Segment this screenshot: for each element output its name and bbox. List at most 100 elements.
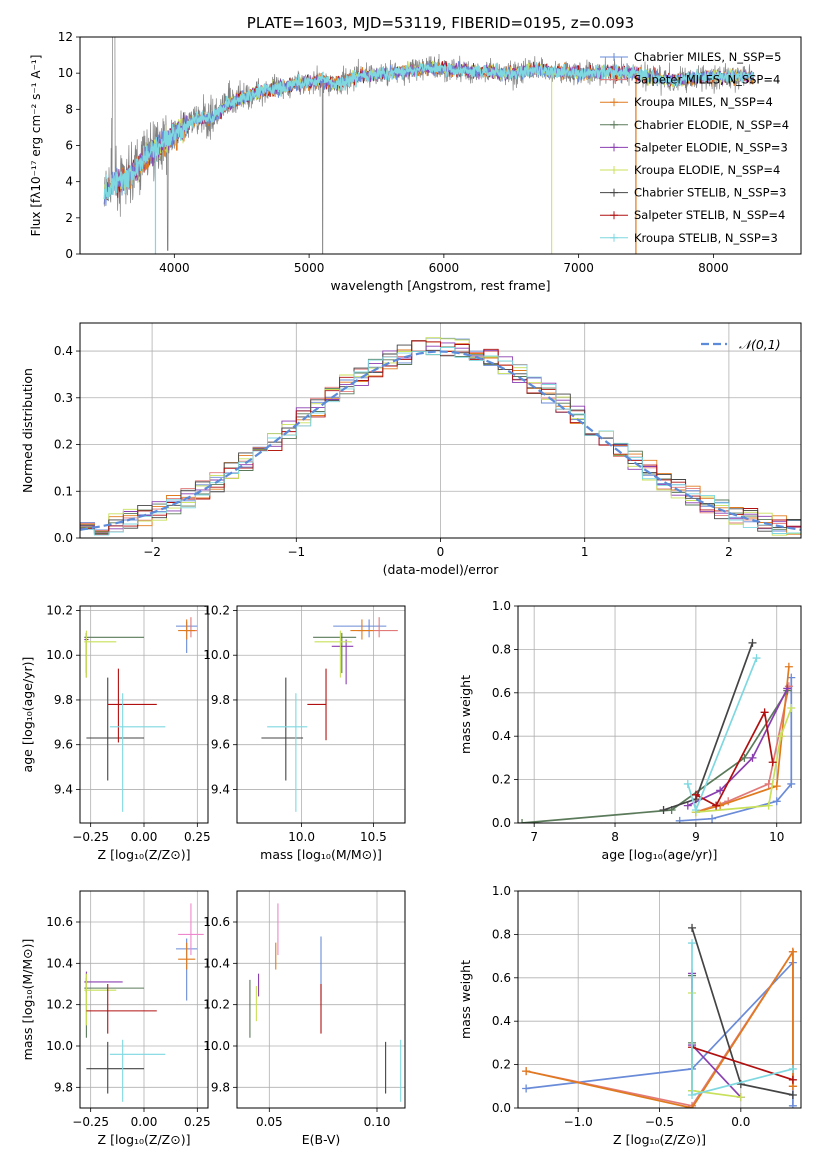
legend-swatch-marker [610,120,618,129]
mass-weight-marker [783,684,792,693]
x-axis-label: wavelength [Angstrom, rest frame] [330,278,550,293]
x-axis-label: E(B-V) [302,1132,341,1147]
y-tick-label: 1.0 [492,599,511,613]
x-tick-label: −1.0 [564,1115,593,1129]
spectrum-panel: 4000 5000 6000 7000 8000 0 2 4 6 8 10 12 wavelength … [29,14,802,293]
legend-entry-label: 𝒩(0,1) [739,337,781,352]
x-tick-label: 5000 [294,261,325,275]
mass-weight-marker [691,790,700,799]
mass-weight-line-salpeter_miles [695,686,790,813]
mass-weight-marker [788,1064,797,1073]
age-vs-mass-panel: 10.0 10.5 9.4 9.6 9.8 10.0 10.2 mass [log₁₀(M/M… [203,603,406,862]
y-tick-label: 10 [58,66,73,80]
mass-weight-marker [736,1093,745,1102]
y-tick-label: 1.0 [492,884,511,898]
y-tick-label: 6 [65,139,73,153]
y-axis-label: mass weight [458,675,473,754]
y-tick-label: 0.2 [492,773,511,787]
y-tick-label: 9.4 [54,782,73,796]
mass-weight-marker [784,662,793,671]
mass-weight-marker [772,797,781,806]
x-tick-label: 0.25 [184,1115,211,1129]
legend-swatch-marker [610,166,618,174]
x-tick-label: −1 [287,545,305,559]
y-tick-label: 10.4 [203,956,230,970]
y-tick-label: 0.2 [54,438,73,452]
x-tick-label: 7000 [563,261,594,275]
axes-frame [236,890,406,1109]
y-tick-label: 12 [58,30,73,44]
mass-vs-extinction-panel: 0.05 0.10 9.8 10.0 10.2 10.4 10.6 E(B-V) [203,890,406,1147]
axes-frame [517,890,802,1109]
x-tick-label: −0.25 [72,1115,109,1129]
y-tick-label: 0 [65,247,73,261]
x-tick-label: 10.0 [288,830,315,844]
y-tick-label: 10.2 [203,603,230,617]
x-tick-label: −0.25 [72,830,109,844]
mass-weight-marker [675,816,684,823]
mass-weight-marker [518,819,527,823]
x-axis-label: mass [log₁₀(M/M⊙)] [260,847,382,862]
x-tick-label: 2 [725,545,733,559]
mass-weight-marker [788,947,797,956]
plot-area [84,617,198,812]
x-tick-label: 0.10 [364,1115,391,1129]
y-axis-label: age [log₁₀(age/yr)] [20,657,35,773]
plot-area [249,903,402,1102]
mass-weight-marker [788,1101,797,1108]
legend-swatch-marker [610,211,618,220]
x-tick-label: 8000 [698,261,729,275]
x-tick-label: 0.0 [731,1115,750,1129]
legend-swatch-marker [610,233,618,242]
mass-weight-marker [708,814,717,823]
mass-weight-marker [688,923,697,932]
mass-weight-marker [683,801,692,810]
mass-weight-marker [748,638,757,647]
legend-entry-label: Kroupa ELODIE, N_SSP=4 [634,163,780,177]
legend-entry-label: Chabrier STELIB, N_SSP=3 [634,186,786,200]
y-tick-label: 10.0 [203,1039,230,1053]
mass-weight-marker [691,805,700,814]
x-tick-label: −2 [143,545,161,559]
legend-entry-label: Kroupa STELIB, N_SSP=3 [634,231,778,245]
mass-weight-marker [788,1075,797,1084]
x-tick-label: 8 [611,830,619,844]
y-tick-label: 0.4 [54,344,73,358]
legend-entry-label: Chabrier ELODIE, N_SSP=4 [634,118,789,132]
y-tick-label: 10.6 [46,915,73,929]
mass-weight-marker [712,801,721,810]
residuals-histogram-panel: −2 −1 0 1 2 0.0 0.1 0.2 0.3 0.4 (data-model)/error… [20,322,802,577]
y-tick-label: 0.8 [492,927,511,941]
mass-weight-vs-metallicity-panel: −1.0 −0.5 0.0 0.0 0.2 0.4 0.6 0.8 1.0 Z [log₁₀(Z/… [458,884,802,1147]
chart-title: PLATE=1603, MJD=53119, FIBERID=0195, z=0… [247,14,634,32]
y-axis-label: mass [log₁₀(M/M⊙)] [20,939,35,1061]
x-tick-label: 4000 [159,261,190,275]
y-tick-label: 9.6 [54,738,73,752]
x-tick-label: 6000 [429,261,460,275]
mass-weight-marker [683,779,692,788]
legend-entry-label: Chabrier MILES, N_SSP=5 [634,50,781,64]
y-tick-label: 0.3 [54,391,73,405]
axes-frame [517,605,802,824]
x-tick-label: 7 [530,830,538,844]
age-vs-metallicity-panel: −0.25 0.00 0.25 9.4 9.6 9.8 10.0 10.2 Z [log₁₀(Z… [20,603,211,862]
mass-weight-line-kroupa_miles [525,948,794,1108]
y-tick-label: 8 [65,102,73,116]
y-tick-label: 0.4 [492,729,511,743]
mass-weight-marker [716,786,725,795]
y-tick-label: 9.8 [211,693,230,707]
x-axis-label: Z [log₁₀(Z/Z⊙)] [98,1132,191,1147]
x-axis-label: Z [log₁₀(Z/Z⊙)] [98,847,191,862]
x-tick-label: 0 [437,545,445,559]
axes-frame [79,605,209,824]
y-axis-label: Flux [fλ10⁻¹⁷ erg cm⁻² s⁻¹ A⁻¹] [29,55,43,237]
x-tick-label: −0.5 [645,1115,674,1129]
y-tick-label: 9.6 [211,738,230,752]
axes-frame [79,890,209,1109]
y-tick-label: 0.4 [492,1014,511,1028]
mass-weight-marker [776,732,785,741]
y-tick-label: 0.8 [492,642,511,656]
plot-area [522,923,797,1108]
